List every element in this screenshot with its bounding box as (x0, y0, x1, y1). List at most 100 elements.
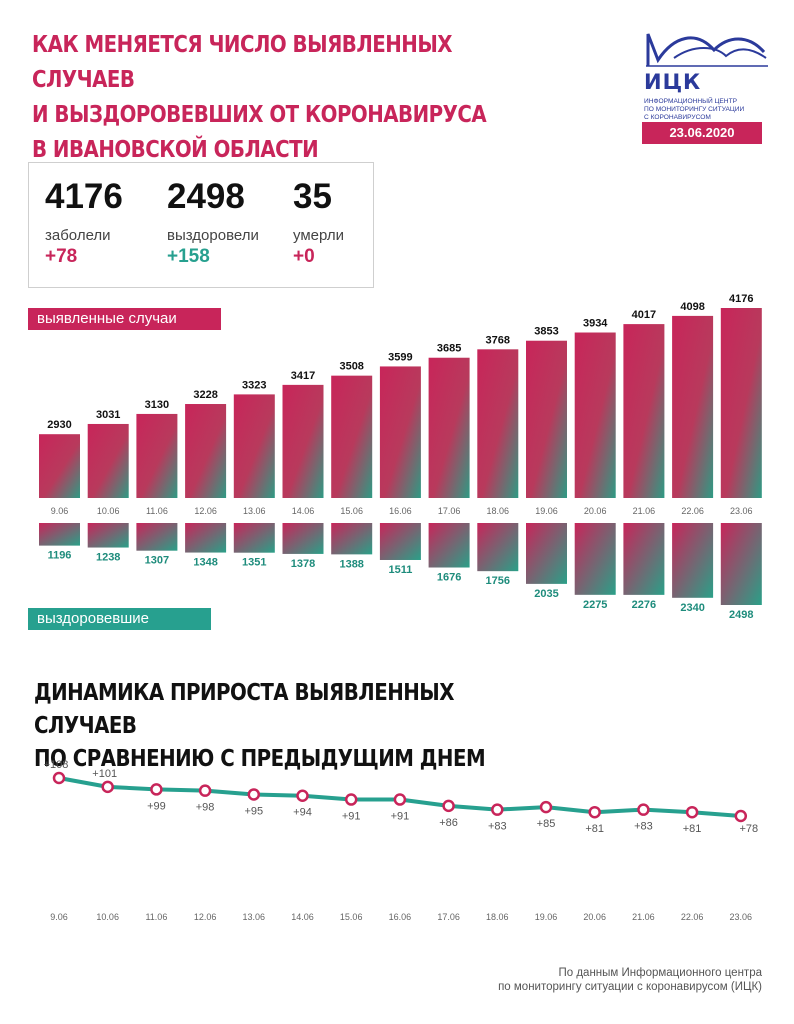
bar-cases-value: 2930 (47, 419, 71, 431)
growth-point (637, 803, 650, 816)
bar-cases-value: 3228 (193, 389, 217, 401)
bar-cases-value: 3685 (437, 343, 461, 355)
bar-recovered-value: 1307 (145, 555, 169, 567)
growth-value-label: +86 (439, 817, 458, 829)
mountain-wave-icon (646, 33, 768, 67)
growth-point (52, 771, 66, 785)
growth-value-label: +94 (293, 807, 312, 819)
bar-recovered (672, 523, 714, 598)
bar-cases-value: 3323 (242, 379, 266, 391)
page-title: Как меняется число выявленных случаев и … (32, 28, 514, 168)
growth-point (588, 805, 601, 819)
bar-recovered (379, 523, 421, 560)
bar-cases (185, 404, 227, 498)
bar-cases-value: 3599 (388, 351, 412, 363)
section-title: Динамика прироста выявленных случаев по … (34, 677, 516, 776)
bar-recovered-value: 2340 (680, 602, 704, 614)
x-tick-label: 16.06 (389, 912, 412, 922)
footer-source: По данным Информационного центра по мони… (498, 966, 762, 994)
stat-cases-label: заболели (45, 227, 111, 244)
x-tick-label: 10.06 (96, 912, 119, 922)
growth-value-label: +91 (391, 811, 410, 823)
bar-recovered (185, 523, 227, 553)
bar-recovered (574, 523, 616, 595)
x-tick-label: 10.06 (97, 506, 120, 516)
bar-recovered (39, 523, 80, 546)
bar-recovered (233, 523, 275, 553)
bar-recovered-value: 1676 (437, 572, 461, 584)
bar-recovered-value: 1238 (96, 552, 120, 564)
growth-value-label: +101 (92, 768, 117, 780)
growth-point (442, 799, 455, 813)
x-tick-label: 13.06 (243, 506, 266, 516)
footer-line: По данным Информационного центра (558, 967, 762, 979)
icc-logo: ИЦК Информационный центр по мониторингу … (644, 30, 774, 121)
x-tick-label: 9.06 (50, 912, 68, 922)
stat-deaths: 35 умерли +0 (293, 177, 344, 268)
bar-cases (574, 332, 616, 498)
bar-cases-value: 3130 (145, 399, 169, 411)
stat-recovered-label: выздоровели (167, 227, 259, 244)
bar-cases-value: 4017 (632, 309, 656, 321)
bar-cases (672, 315, 714, 498)
growth-point (685, 805, 699, 819)
logo-subtitle-line: по мониторингу ситуации (644, 106, 745, 113)
x-tick-label: 22.06 (681, 506, 704, 516)
bar-cases (428, 357, 470, 498)
growth-value-label: +98 (196, 802, 215, 814)
logo-subtitle: Информационный центр по мониторингу ситу… (644, 98, 774, 122)
bar-cases-value: 3031 (96, 409, 120, 421)
x-tick-label: 14.06 (292, 506, 315, 516)
legend-cases-pill: выявленные случаи (28, 308, 221, 330)
growth-point (247, 788, 261, 801)
bar-recovered (282, 523, 324, 554)
x-tick-label: 19.06 (535, 506, 558, 516)
stat-deaths-label: умерли (293, 227, 344, 244)
growth-point (101, 780, 114, 794)
x-tick-label: 20.06 (584, 506, 607, 516)
bar-cases-value: 4176 (729, 293, 753, 305)
growth-value-label: +85 (537, 818, 556, 830)
bar-recovered-value: 1511 (388, 564, 412, 576)
stat-cases-delta: +78 (45, 246, 78, 267)
bar-cases (477, 349, 519, 498)
page-title-line: и выздоровевших от коронавируса (32, 102, 487, 128)
growth-value-label: +95 (244, 805, 263, 817)
date-badge: 23.06.2020 (642, 122, 762, 144)
logo-name: ИЦК (644, 70, 702, 94)
growth-value-label: +108 (44, 759, 69, 771)
bar-recovered-value: 2035 (534, 588, 558, 600)
growth-value-label: +99 (147, 800, 166, 812)
x-tick-label: 15.06 (340, 506, 363, 516)
bar-cases (379, 366, 421, 498)
bar-recovered-value: 2275 (583, 599, 607, 611)
growth-point (393, 793, 407, 806)
x-tick-label: 19.06 (535, 912, 558, 922)
bar-cases-value: 3934 (583, 318, 608, 330)
section-title-line: по сравнению с предыдущим днем (34, 746, 486, 772)
growth-value-label: +81 (585, 823, 604, 835)
x-tick-label: 17.06 (437, 912, 460, 922)
bar-recovered-value: 2498 (729, 609, 753, 621)
bar-cases-value: 3853 (534, 326, 558, 338)
growth-point (539, 800, 553, 814)
growth-point (491, 803, 504, 816)
bar-cases (282, 384, 324, 498)
x-tick-label: 20.06 (583, 912, 606, 922)
growth-point (150, 783, 163, 796)
bar-recovered-value: 2276 (632, 599, 656, 611)
x-tick-label: 18.06 (487, 506, 510, 516)
stat-cases: 4176 заболели +78 (45, 177, 123, 268)
stat-deaths-delta: +0 (293, 246, 315, 267)
bar-recovered-value: 1348 (193, 557, 217, 569)
bar-recovered (526, 523, 567, 584)
growth-point (198, 784, 212, 797)
growth-value-label: +91 (342, 811, 361, 823)
x-tick-label: 14.06 (291, 912, 314, 922)
bar-cases-value: 3508 (339, 361, 363, 373)
bar-recovered-value: 1388 (339, 558, 363, 570)
growth-value-label: +81 (683, 823, 702, 835)
x-tick-label: 23.06 (730, 912, 753, 922)
growth-point (296, 789, 309, 802)
bar-recovered-value: 1196 (48, 550, 72, 562)
